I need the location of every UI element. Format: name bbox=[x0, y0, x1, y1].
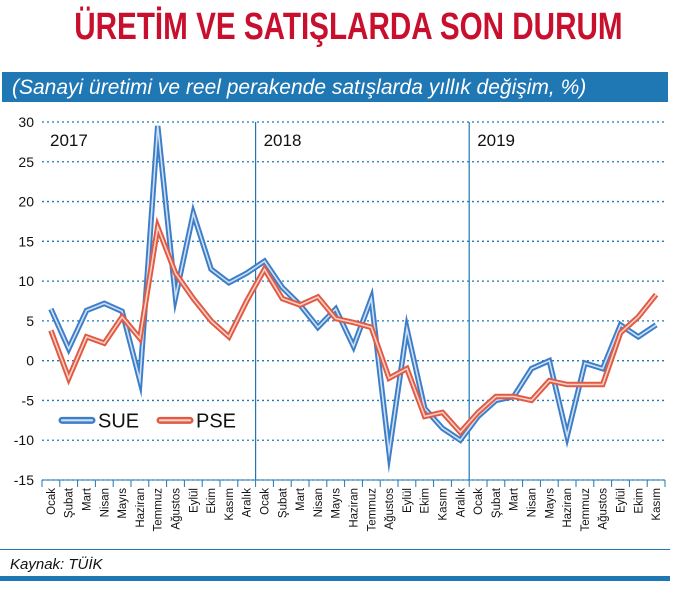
x-tick-label: Mart bbox=[295, 487, 307, 511]
x-tick-label: Şubat bbox=[64, 487, 76, 518]
y-tick-label: 0 bbox=[26, 353, 34, 369]
footer-divider bbox=[0, 549, 670, 550]
x-tick-label: Eylül bbox=[616, 488, 628, 513]
y-tick-label: 30 bbox=[18, 114, 34, 130]
x-tick-label: Eylül bbox=[188, 488, 200, 513]
y-tick-label: -5 bbox=[22, 392, 35, 408]
x-tick-label: Ekim bbox=[633, 488, 645, 514]
x-tick-label: Nisan bbox=[527, 488, 539, 517]
x-tick-label: Aralık bbox=[455, 488, 467, 518]
series-line-sue bbox=[48, 125, 658, 474]
y-tick-label: 5 bbox=[26, 313, 34, 329]
footer-bar bbox=[0, 576, 670, 581]
x-tick-label: Ocak bbox=[473, 488, 485, 515]
series-line-highlight-sue bbox=[50, 125, 657, 459]
legend-label: PSE bbox=[196, 410, 236, 432]
year-label: 2017 bbox=[50, 131, 88, 150]
series-line-highlight-pse bbox=[50, 223, 657, 434]
y-tick-label: -10 bbox=[14, 432, 34, 448]
x-tick-label: Mayıs bbox=[544, 488, 556, 519]
x-tick-label: Nisan bbox=[99, 488, 111, 517]
x-tick-label: Temmuz bbox=[580, 488, 592, 532]
x-tick-label: Ekim bbox=[206, 488, 218, 514]
x-tick-label: Mart bbox=[509, 487, 521, 511]
y-tick-label: 20 bbox=[18, 194, 34, 210]
x-tick-label: Ocak bbox=[260, 488, 272, 515]
year-label: 2018 bbox=[264, 131, 302, 150]
x-tick-label: Şubat bbox=[491, 487, 503, 518]
x-tick-label: Ocak bbox=[46, 488, 58, 515]
x-tick-label: Ağustos bbox=[171, 488, 183, 530]
chart-subtitle: (Sanayi üretimi ve reel perakende satışl… bbox=[12, 76, 587, 99]
y-tick-label: -15 bbox=[14, 472, 34, 488]
x-tick-label: Temmuz bbox=[153, 488, 165, 532]
x-tick-label: Ağustos bbox=[384, 488, 396, 530]
subtitle-bar bbox=[2, 72, 668, 102]
year-label: 2019 bbox=[477, 131, 515, 150]
x-tick-label: Mayıs bbox=[117, 488, 129, 519]
legend-label: SUE bbox=[98, 410, 139, 432]
x-tick-label: Kasım bbox=[438, 488, 450, 521]
x-tick-label: Mart bbox=[82, 487, 94, 511]
x-tick-label: Temmuz bbox=[366, 488, 378, 532]
x-tick-label: Haziran bbox=[349, 488, 361, 528]
y-tick-label: 25 bbox=[18, 154, 34, 170]
x-tick-label: Haziran bbox=[135, 488, 147, 528]
x-tick-label: Nisan bbox=[313, 488, 325, 517]
y-tick-label: 10 bbox=[18, 273, 34, 289]
x-tick-label: Eylül bbox=[402, 488, 414, 513]
x-tick-label: Kasım bbox=[651, 488, 663, 521]
x-tick-label: Mayıs bbox=[331, 488, 343, 519]
x-tick-label: Şubat bbox=[277, 487, 289, 518]
chart-title: ÜRETİM VE SATIŞLARDA SON DURUM bbox=[74, 6, 623, 48]
x-tick-label: Aralık bbox=[242, 488, 254, 518]
x-tick-label: Haziran bbox=[562, 488, 574, 528]
x-tick-label: Ağustos bbox=[598, 488, 610, 530]
x-tick-label: Ekim bbox=[420, 488, 432, 514]
x-tick-label: Kasım bbox=[224, 488, 236, 521]
y-tick-label: 15 bbox=[18, 233, 34, 249]
source-note: Kaynak: TÜİK bbox=[10, 556, 103, 573]
line-chart: 30 25 20 15 10 5 0 -5 -10 -15 2017 2018 2019 Ocak Şuba… bbox=[14, 114, 666, 532]
